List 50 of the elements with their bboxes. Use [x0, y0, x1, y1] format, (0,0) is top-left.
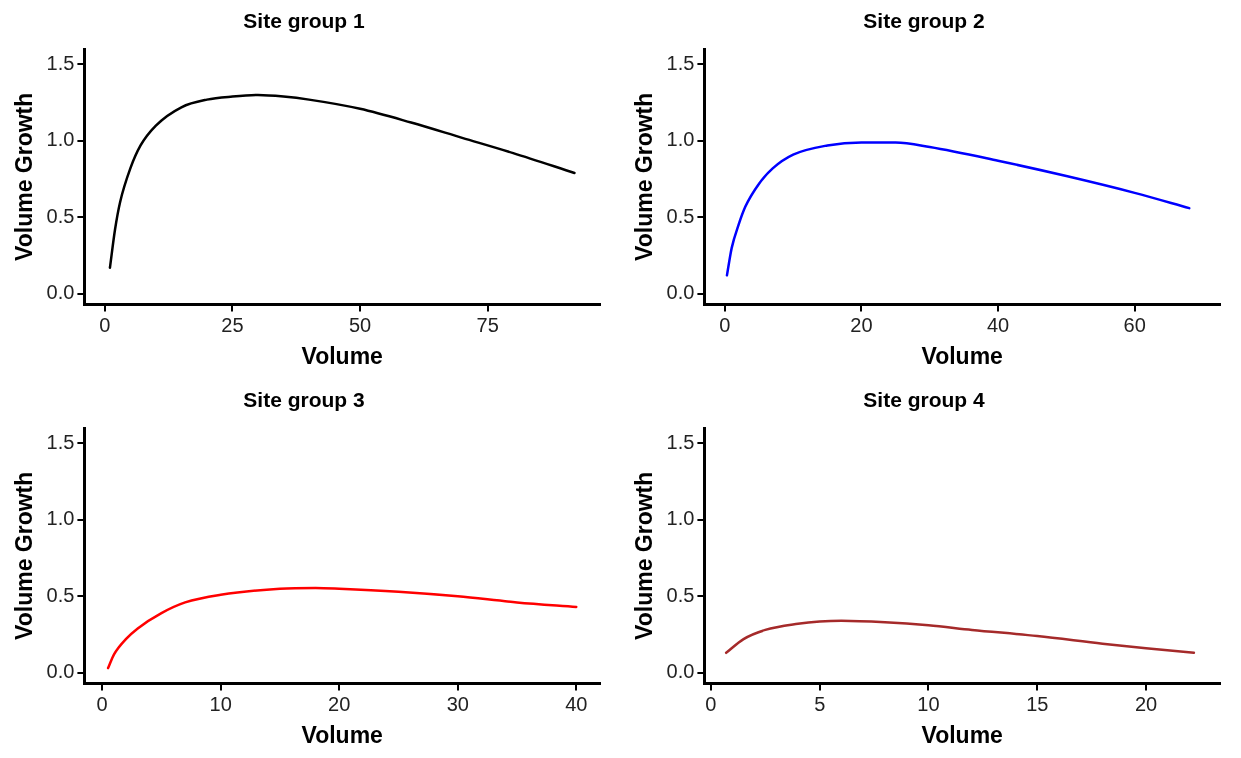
x-tick-label: 50 [348, 313, 372, 336]
x-tick-label: 20 [850, 313, 873, 336]
y-tick-label: 1.5 [46, 52, 75, 74]
x-tick-label: 0 [99, 313, 111, 336]
x-axis-title: Volume [921, 721, 1003, 748]
y-tick-label: 0.0 [666, 660, 695, 683]
x-tick-label: 25 [221, 313, 244, 336]
chart-title: Site group 2 [863, 9, 985, 33]
x-axis-title: Volume [301, 721, 383, 748]
x-tick-label: 0 [719, 313, 731, 336]
x-tick-label: 10 [917, 692, 940, 715]
y-tick-label: 1.5 [666, 52, 695, 74]
x-tick-label: 30 [446, 692, 469, 715]
x-tick-label: 20 [1134, 692, 1158, 715]
x-tick-label: 40 [565, 692, 588, 715]
y-tick-label: 1.5 [46, 431, 75, 453]
x-tick-label: 60 [1123, 313, 1146, 336]
y-axis-title: Volume Growth [11, 92, 38, 261]
y-tick-label: 0.0 [46, 281, 75, 304]
x-axis-title: Volume [921, 342, 1003, 369]
chart-title: Site group 3 [243, 388, 365, 412]
y-tick-label: 1.0 [666, 128, 695, 151]
line-series [106, 586, 578, 670]
y-tick-label: 0.5 [46, 583, 75, 606]
y-tick-label: 0.0 [666, 281, 695, 304]
chart-title: Site group 4 [863, 388, 985, 412]
x-axis-title: Volume [301, 342, 383, 369]
line-series [724, 619, 1196, 655]
x-tick-label: 40 [986, 313, 1010, 336]
line-series [725, 141, 1191, 277]
x-tick-label: 0 [705, 692, 717, 715]
y-axis-title: Volume Growth [11, 471, 38, 640]
y-tick-label: 1.0 [666, 507, 695, 530]
y-tick-label: 1.0 [46, 128, 75, 151]
y-tick-label: 1.0 [46, 507, 75, 530]
y-tick-label: 0.0 [46, 660, 75, 683]
chart-title: Site group 1 [243, 9, 365, 33]
line-series [108, 93, 576, 269]
y-axis-title: Volume Growth [631, 92, 658, 261]
y-tick-label: 1.5 [666, 431, 695, 453]
y-tick-label: 0.5 [666, 204, 695, 227]
x-tick-label: 75 [476, 313, 499, 336]
x-tick-label: 5 [814, 692, 826, 715]
y-axis-title: Volume Growth [631, 471, 658, 640]
y-tick-label: 0.5 [46, 204, 75, 227]
x-tick-label: 15 [1026, 692, 1049, 715]
x-tick-label: 0 [96, 692, 108, 715]
y-tick-label: 0.5 [666, 583, 695, 606]
x-tick-label: 10 [209, 692, 232, 715]
x-tick-label: 20 [328, 692, 351, 715]
